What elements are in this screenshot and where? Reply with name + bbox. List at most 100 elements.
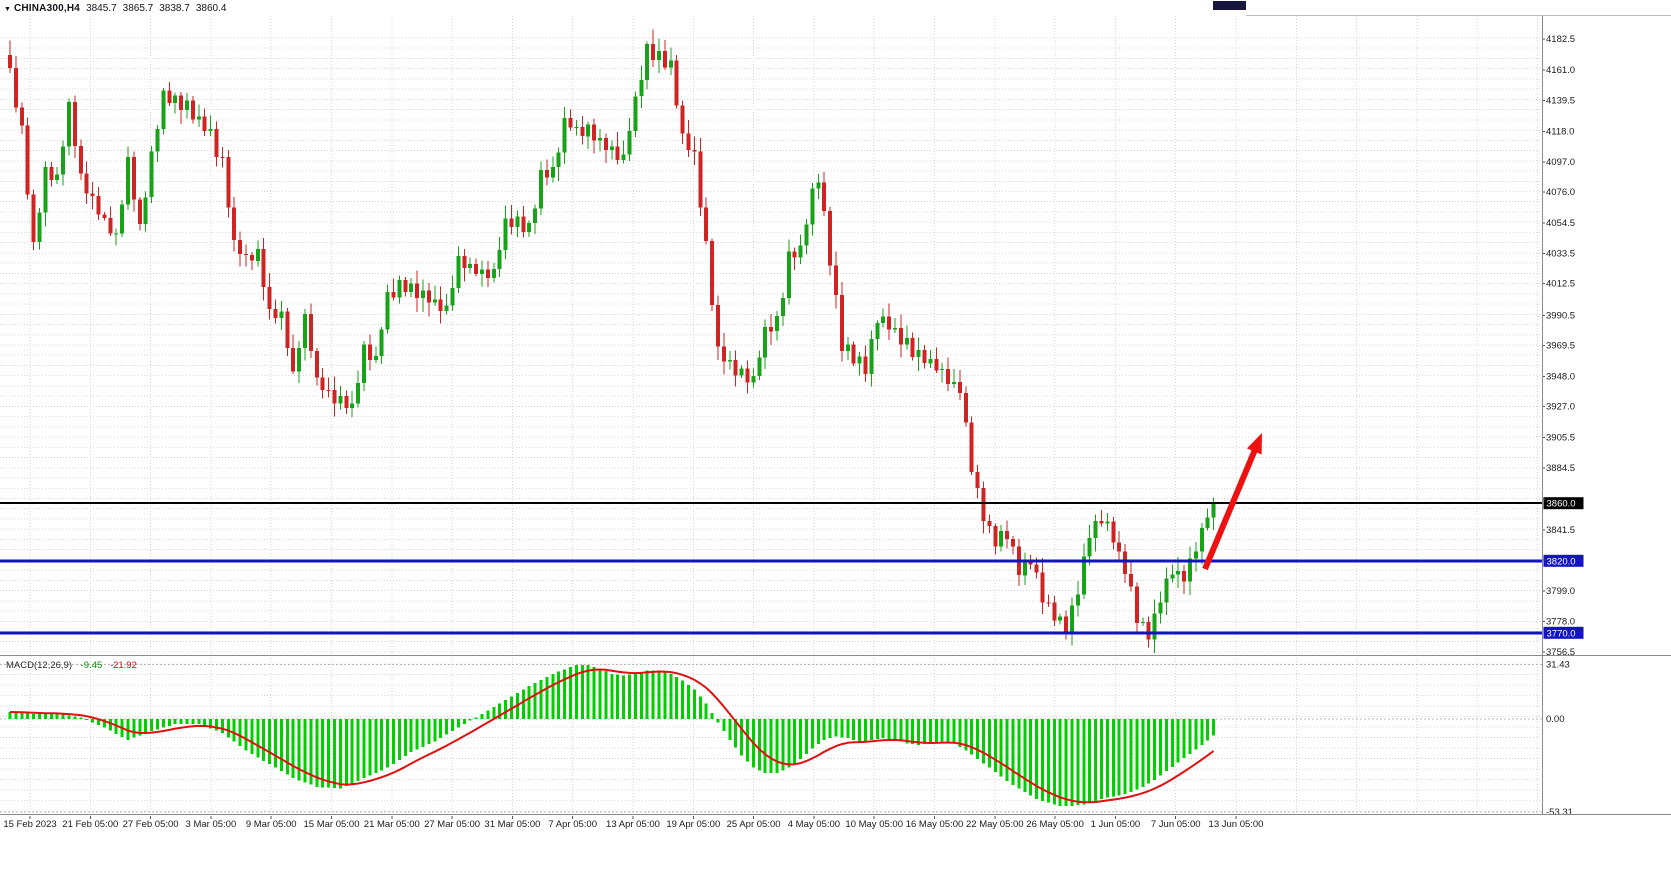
macd-histogram-bar bbox=[681, 680, 685, 719]
macd-histogram-bar bbox=[799, 719, 803, 759]
candle-up bbox=[208, 129, 213, 131]
candle-down bbox=[1011, 538, 1015, 547]
time-tick-label: 26 May 05:00 bbox=[1026, 819, 1084, 830]
macd-layer bbox=[0, 663, 1542, 813]
time-tick-label: 4 May 05:00 bbox=[788, 819, 840, 830]
candle-down bbox=[19, 107, 24, 126]
trend-arrow-shaft[interactable] bbox=[1202, 446, 1259, 571]
candle-up bbox=[893, 328, 897, 330]
candle-up bbox=[362, 344, 366, 384]
candle-up bbox=[1087, 538, 1092, 557]
candle-down bbox=[1040, 572, 1045, 603]
macd-histogram-bar bbox=[14, 712, 18, 719]
macd-histogram-bar bbox=[787, 719, 791, 768]
macd-histogram-bar bbox=[1023, 719, 1027, 793]
candle-up bbox=[533, 208, 538, 223]
candle-down bbox=[1123, 551, 1128, 574]
macd-histogram-bar bbox=[338, 719, 342, 789]
candle-up bbox=[43, 166, 48, 213]
macd-histogram-bar bbox=[220, 719, 224, 733]
time-tick-label: 27 Feb 05:00 bbox=[123, 819, 179, 830]
macd-histogram-bar bbox=[315, 719, 319, 787]
candle-up bbox=[916, 350, 921, 358]
candle-up bbox=[356, 383, 361, 404]
macd-histogram-bar bbox=[911, 719, 915, 745]
candle-down bbox=[308, 314, 313, 351]
time-axis[interactable]: 15 Feb 2023 21 Feb 05:00 27 Feb 05:00 3 Mar… bbox=[3, 816, 1263, 830]
annotations-layer[interactable] bbox=[1202, 433, 1262, 571]
candle-down bbox=[828, 211, 833, 266]
macd-histogram-bar bbox=[793, 719, 797, 764]
candle-down bbox=[946, 368, 951, 385]
macd-histogram-bar bbox=[38, 713, 41, 719]
macd-histogram-bar bbox=[1129, 719, 1133, 793]
macd-histogram-bar bbox=[462, 719, 466, 725]
candle-down bbox=[1028, 561, 1033, 565]
price-tick-label: 3756.5 bbox=[1546, 647, 1575, 658]
price-tick-label: 3778.0 bbox=[1546, 616, 1575, 627]
candle-down bbox=[167, 90, 172, 103]
macd-histogram-bar bbox=[958, 719, 962, 747]
candle-down bbox=[273, 308, 278, 318]
candle-up bbox=[657, 51, 661, 60]
macd-histogram-bar bbox=[256, 719, 260, 758]
candle-down bbox=[716, 304, 720, 347]
candle-down bbox=[249, 255, 254, 261]
macd-histogram-bar bbox=[451, 719, 454, 732]
candle-down bbox=[415, 283, 420, 299]
macd-histogram-bar bbox=[722, 719, 726, 732]
candle-up bbox=[875, 323, 880, 340]
candle-down bbox=[96, 196, 101, 215]
candle-up bbox=[952, 381, 956, 385]
macd-histogram-bar bbox=[905, 719, 909, 744]
candle-down bbox=[934, 358, 939, 371]
macd-histogram-bar bbox=[1188, 719, 1192, 754]
macd-histogram-bar bbox=[734, 719, 738, 748]
macd-histogram-bar bbox=[309, 719, 313, 785]
macd-histogram-bar bbox=[232, 719, 236, 742]
macd-histogram-bar bbox=[297, 719, 301, 781]
macd-histogram-bar bbox=[161, 719, 165, 728]
macd-histogram-bar bbox=[964, 719, 968, 751]
candle-down bbox=[1064, 616, 1069, 633]
price-line-label-box bbox=[1543, 554, 1584, 567]
macd-histogram-bar bbox=[976, 719, 980, 759]
candle-wick bbox=[393, 278, 394, 301]
macd-histogram-bar bbox=[899, 719, 903, 742]
price-axis[interactable]: 31.43 0.00 -53.31 4182.5 4161.0 4139.5 4118.0 4… bbox=[1542, 34, 1575, 818]
macd-histogram-bar bbox=[67, 715, 71, 719]
macd-histogram-bar bbox=[869, 719, 873, 740]
candle-down bbox=[462, 255, 467, 268]
candle-up bbox=[627, 130, 632, 155]
macd-histogram-bar bbox=[1041, 719, 1044, 801]
candle-down bbox=[721, 346, 726, 362]
chart-title-bar: ▼ CHINA300,H4 3845.7 3865.7 3838.7 3860.… bbox=[4, 3, 226, 14]
candle-up bbox=[397, 279, 402, 298]
level-lines-layer[interactable]: 3860.0 3820.0 3770.0 bbox=[0, 497, 1584, 639]
candle-down bbox=[72, 101, 77, 147]
macd-histogram-bar bbox=[215, 719, 218, 731]
candle-wick bbox=[906, 325, 908, 350]
candle-up bbox=[409, 283, 414, 292]
macd-histogram-bar bbox=[999, 719, 1003, 777]
candle-down bbox=[1111, 521, 1116, 543]
macd-histogram-bar bbox=[934, 719, 938, 743]
macd-histogram-bar bbox=[539, 679, 543, 719]
candle-down bbox=[957, 381, 962, 394]
candle-up bbox=[1093, 520, 1098, 538]
candle-down bbox=[108, 217, 113, 234]
candle-up bbox=[37, 212, 42, 243]
macd-histogram-bar bbox=[923, 719, 926, 745]
candle-up bbox=[1070, 605, 1074, 633]
macd-histogram-bar bbox=[55, 713, 59, 719]
candle-down bbox=[509, 218, 514, 228]
price-tick-label: 3799.0 bbox=[1546, 586, 1575, 597]
trend-arrow-head[interactable] bbox=[1246, 433, 1262, 455]
candle-up bbox=[857, 356, 862, 364]
macd-histogram-bar bbox=[374, 719, 378, 773]
candle-up bbox=[468, 263, 473, 268]
macd-histogram-bar bbox=[1088, 719, 1092, 803]
candle-down bbox=[698, 151, 703, 208]
macd-histogram-bar bbox=[586, 665, 590, 719]
